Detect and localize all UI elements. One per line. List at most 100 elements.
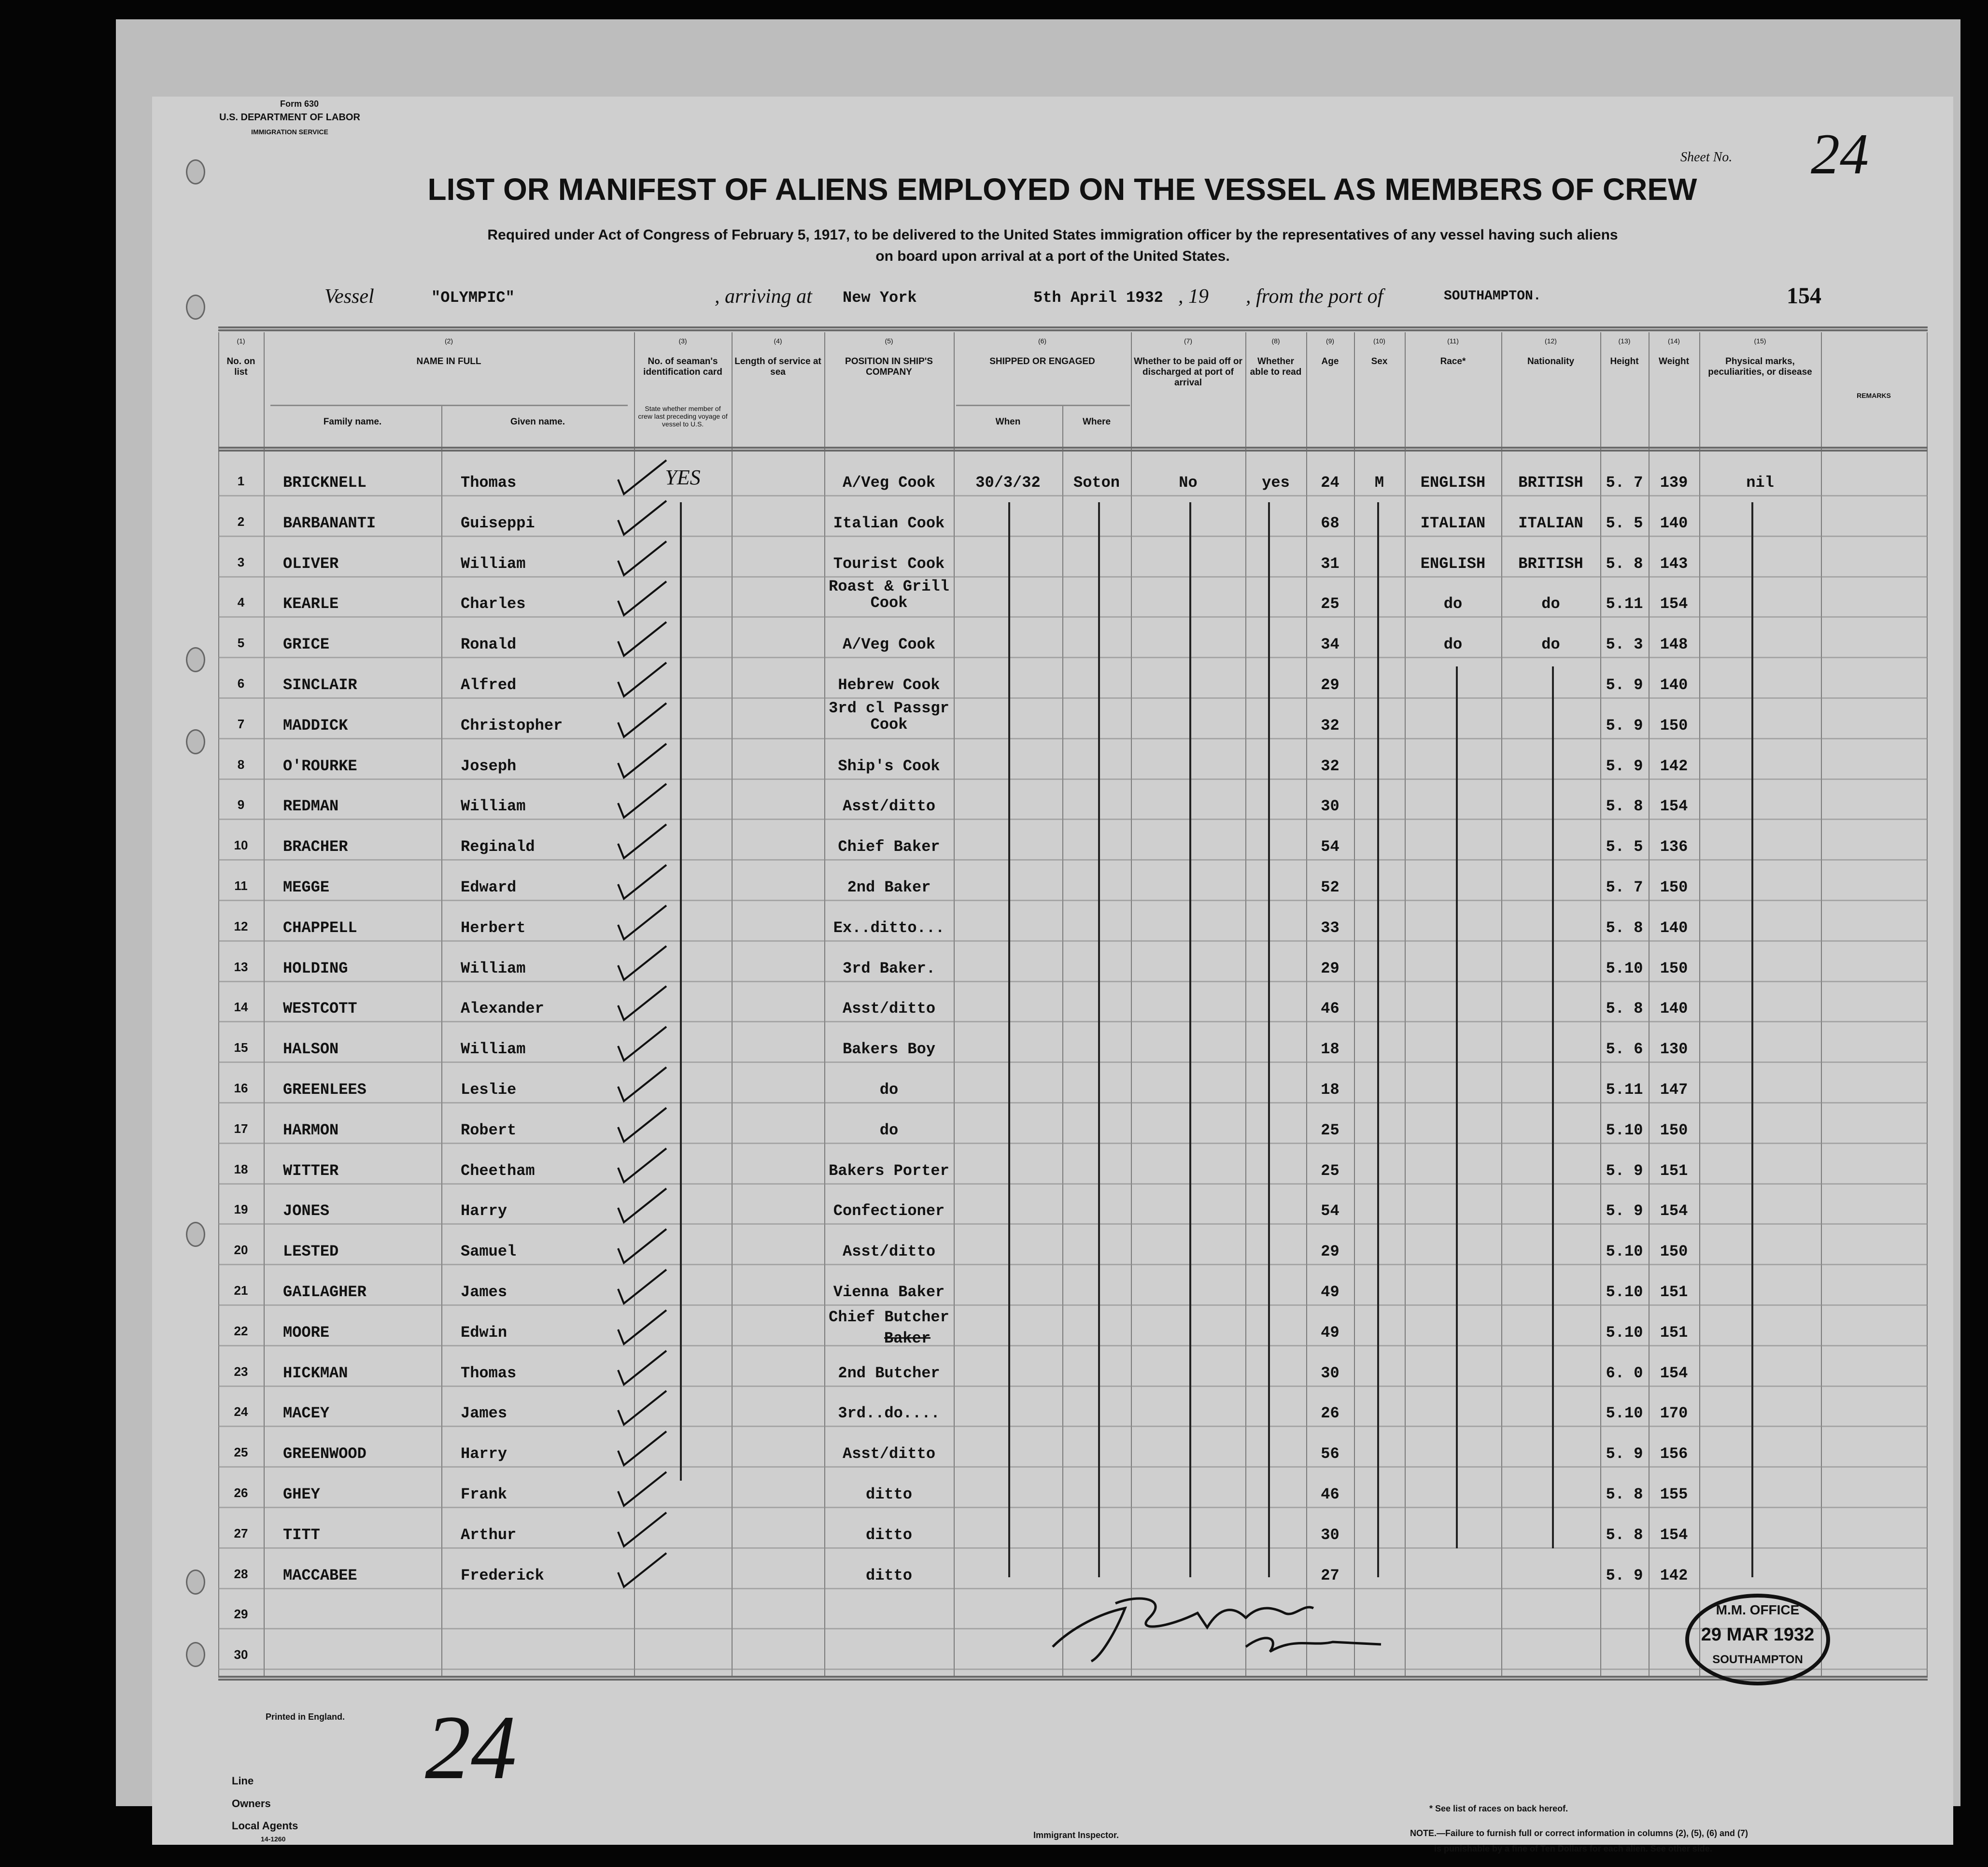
able-to-read: yes: [1262, 474, 1290, 492]
height: 5. 6: [1606, 1040, 1643, 1059]
stamp-date: 29 MAR 1932: [1701, 1625, 1815, 1645]
table-top-rule: [218, 326, 1928, 331]
check-mark-icon: [617, 1066, 667, 1103]
column-divider: [1306, 332, 1307, 1676]
row-rule: [218, 737, 1928, 739]
column-divider: [634, 332, 635, 1676]
family-name: JONES: [283, 1202, 330, 1220]
age: 18: [1321, 1040, 1339, 1059]
column-divider: [1354, 332, 1355, 1676]
position: ditto: [865, 1566, 912, 1584]
position: Hebrew Cook: [838, 676, 940, 694]
weight: 142: [1660, 1566, 1688, 1584]
row-number: 30: [234, 1647, 248, 1662]
row-number: 17: [234, 1121, 248, 1136]
row-number: 29: [234, 1607, 248, 1622]
position: A/Veg Cook: [842, 636, 936, 654]
physical-marks: nil: [1746, 474, 1774, 492]
position: Chief Butcher: [829, 1308, 949, 1326]
column-number: (4): [774, 337, 782, 345]
age: 54: [1321, 1202, 1339, 1220]
weight: 143: [1660, 554, 1688, 573]
row-rule: [218, 1021, 1928, 1023]
stamp-office: M.M. OFFICE: [1716, 1602, 1800, 1617]
row-number: 8: [237, 757, 245, 772]
position: Confectioner: [833, 1202, 945, 1220]
column-header: Physical marks, peculiarities, or diseas…: [1708, 356, 1812, 377]
height: 5. 8: [1606, 554, 1643, 573]
check-mark-icon: [617, 1026, 667, 1062]
position: Vienna Baker: [833, 1283, 945, 1301]
check-mark-icon: [617, 1390, 667, 1427]
weight: 150: [1660, 878, 1688, 896]
column-subheader: Given name.: [510, 417, 565, 427]
ditto-line: [1456, 666, 1458, 1548]
row-number: 12: [234, 919, 248, 934]
weight: 139: [1660, 474, 1688, 492]
subtitle-line-2: on board upon arrival at a port of the U…: [875, 248, 1230, 264]
column-number: (6): [1038, 337, 1047, 345]
ditto-line: [1377, 502, 1379, 1577]
row-rule: [218, 1385, 1928, 1387]
position: Italian Cook: [833, 514, 945, 532]
check-mark-icon: [617, 783, 667, 820]
height: 5. 8: [1606, 919, 1643, 937]
position: A/Veg Cook: [842, 474, 936, 492]
stamp-place: SOUTHAMPTON: [1712, 1653, 1803, 1666]
given-name: Cheetham: [461, 1161, 535, 1180]
race-note: * See list of races on back hereof.: [1429, 1804, 1568, 1813]
given-name: William: [461, 1040, 526, 1059]
position: Bakers Porter: [829, 1161, 949, 1180]
family-name: KEARLE: [283, 595, 339, 613]
height: 5. 7: [1606, 474, 1643, 492]
given-name: Arthur: [461, 1526, 517, 1544]
weight: 150: [1660, 959, 1688, 977]
family-name: HARMON: [283, 1121, 339, 1139]
row-rule: [218, 859, 1928, 861]
office-stamp: M.M. OFFICE 29 MAR 1932 SOUTHAMPTON: [1685, 1594, 1830, 1685]
check-mark-icon: [617, 1471, 667, 1508]
age: 27: [1321, 1566, 1339, 1584]
signature: [1052, 1597, 1382, 1663]
from-label: , from the port of: [1246, 285, 1383, 308]
column-header: Race*: [1440, 356, 1466, 367]
row-rule: [218, 1547, 1928, 1549]
given-name: Charles: [461, 595, 526, 613]
family-name: MOORE: [283, 1323, 330, 1342]
age: 46: [1321, 1485, 1339, 1503]
row-rule: [218, 900, 1928, 901]
row-number: 6: [237, 676, 245, 691]
row-number: 25: [234, 1445, 248, 1460]
column-header: Length of service at sea: [734, 356, 821, 377]
family-name: GAILAGHER: [283, 1283, 367, 1301]
ditto-line: [1098, 502, 1100, 1577]
family-name: O'ROURKE: [283, 757, 357, 775]
check-mark-icon: [617, 1430, 667, 1467]
row-number: 1: [237, 474, 245, 488]
column-header: NAME IN FULL: [416, 356, 481, 367]
age: 29: [1321, 676, 1339, 694]
position: ditto: [865, 1485, 912, 1503]
age: 18: [1321, 1081, 1339, 1099]
ditto-line: [1751, 502, 1753, 1577]
family-name: BRACHER: [283, 838, 348, 856]
nationality: BRITISH: [1518, 474, 1583, 492]
check-mark-icon: [617, 580, 667, 617]
check-mark-icon: [617, 945, 667, 981]
row-rule: [218, 1587, 1928, 1589]
row-rule: [218, 778, 1928, 780]
department-name: U.S. DEPARTMENT OF LABOR: [219, 112, 360, 123]
height: 5.10: [1606, 1323, 1643, 1342]
age: 25: [1321, 1121, 1339, 1139]
height: 6. 0: [1606, 1364, 1643, 1382]
column-divider: [824, 332, 825, 1676]
age: 32: [1321, 757, 1339, 775]
family-name: MACCABEE: [283, 1566, 357, 1584]
sex: M: [1374, 474, 1384, 492]
column-number: (3): [678, 337, 687, 345]
position: do: [879, 1121, 899, 1139]
vessel-name: "OLYMPIC": [431, 289, 515, 307]
column-subheader: Family name.: [323, 417, 382, 427]
column-header: Height: [1610, 356, 1639, 367]
card-value: YES: [665, 466, 701, 489]
